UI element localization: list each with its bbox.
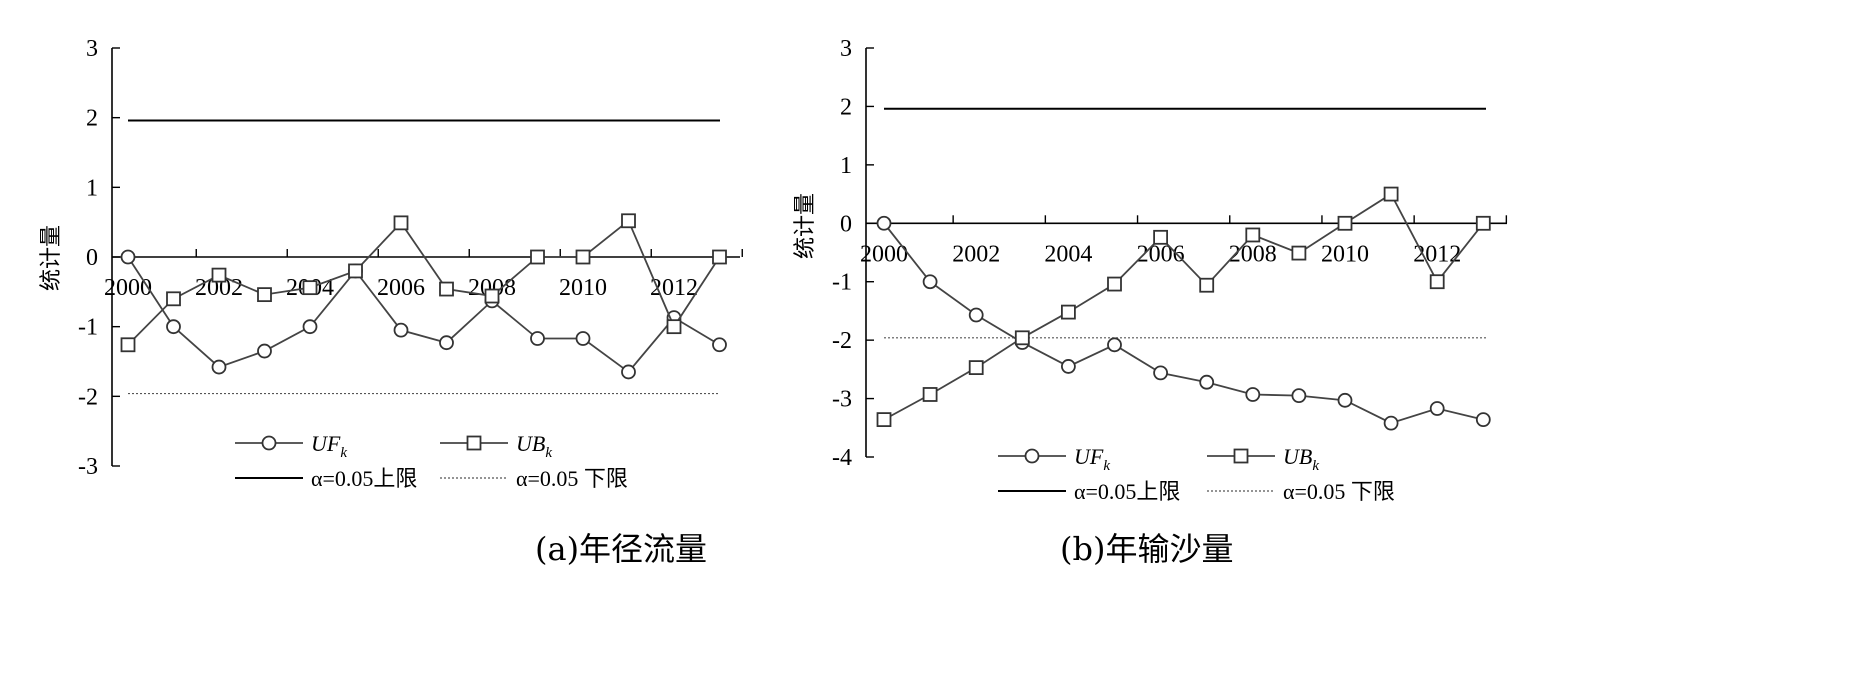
point-UB: [712, 249, 727, 265]
chart-caption: (a)年径流量: [535, 530, 707, 568]
point-UB: [257, 287, 272, 303]
point-UF: [1107, 337, 1122, 353]
y-tick-label: 2: [86, 106, 98, 132]
legend-label-UB: UBk: [516, 431, 552, 461]
point-UB: [302, 280, 318, 296]
point-UB: [393, 215, 409, 231]
x-tick-label: 2010: [559, 275, 607, 301]
point-UB: [1291, 245, 1307, 261]
point-UB: [530, 249, 545, 265]
series-line-UB: [127, 219, 721, 346]
point-UF: [1475, 412, 1491, 428]
x-tick-label: 2000: [860, 241, 908, 267]
legend-label-UB: UBk: [1283, 444, 1319, 474]
point-UB: [876, 412, 892, 428]
point-UF: [1245, 387, 1261, 402]
point-UF: [1153, 365, 1168, 381]
x-tick-label: 2010: [1321, 241, 1369, 267]
point-UB: [439, 281, 454, 297]
point-UB: [621, 213, 636, 229]
x-tick-label: 2012: [1413, 241, 1461, 267]
series-line-UF: [883, 222, 1484, 425]
point-UB: [666, 319, 682, 335]
point-UF: [120, 249, 136, 265]
legend-label-UF: UFk: [1074, 444, 1110, 474]
legend-upper-label: α=0.05上限: [1074, 479, 1180, 504]
y-tick-label: 3: [840, 36, 852, 62]
point-UF: [1199, 374, 1215, 390]
y-tick-label: 0: [86, 245, 98, 271]
point-UF: [621, 364, 636, 380]
y-axis-label: 统计量: [793, 193, 818, 259]
chart-caption: (b)年输沙量: [1060, 530, 1233, 568]
point-UB: [1199, 277, 1215, 293]
x-tick-label: 2006: [377, 275, 425, 301]
legend-marker-UF: [1024, 448, 1040, 464]
point-UB: [922, 387, 938, 402]
point-UF: [302, 319, 318, 335]
point-UF: [1291, 388, 1307, 404]
point-UF: [166, 319, 181, 335]
y-tick-label: -1: [78, 315, 98, 341]
point-UB: [1245, 227, 1261, 243]
legend-label-UF: UFk: [311, 431, 347, 461]
point-UB: [211, 267, 227, 283]
point-UB: [968, 360, 984, 376]
chart-a: 3210-1-2-32000200220042006200820102012统计…: [39, 36, 743, 568]
x-tick-label: 2000: [104, 275, 152, 301]
y-tick-label: 3: [86, 36, 98, 62]
legend-marker-UB: [466, 435, 482, 451]
point-UB: [1337, 215, 1353, 231]
legend-marker-UF: [261, 435, 277, 451]
point-UF: [922, 274, 938, 290]
point-UB: [1107, 276, 1122, 292]
series-line-UB: [883, 192, 1485, 421]
y-tick-label: 1: [840, 153, 852, 179]
point-UB: [1475, 215, 1491, 231]
y-axis-label: 统计量: [39, 225, 64, 291]
point-UF: [1061, 359, 1076, 374]
x-tick-label: 2004: [1044, 241, 1092, 267]
legend-upper-label: α=0.05上限: [311, 466, 417, 491]
y-tick-label: -2: [78, 384, 98, 410]
point-UF: [1383, 415, 1399, 431]
point-UB: [484, 288, 500, 304]
point-UF: [968, 307, 984, 323]
legend-lower-label: α=0.05 下限: [1283, 479, 1395, 504]
point-UB: [1153, 229, 1168, 245]
legend-lower-label: α=0.05 下限: [516, 466, 628, 491]
point-UB: [575, 249, 591, 265]
point-UB: [120, 337, 136, 353]
y-tick-label: 2: [840, 94, 852, 120]
point-UF: [257, 343, 272, 359]
x-tick-label: 2002: [952, 241, 1000, 267]
point-UF: [211, 359, 227, 375]
x-tick-label: 2008: [1229, 241, 1277, 267]
y-tick-label: -4: [832, 445, 852, 471]
y-tick-label: -2: [832, 328, 852, 354]
point-UB: [1383, 186, 1399, 202]
point-UF: [439, 335, 454, 351]
y-tick-label: -1: [832, 270, 852, 296]
series-line-UF: [127, 256, 720, 374]
y-tick-label: -3: [832, 387, 852, 413]
point-UB: [166, 291, 181, 307]
point-UF: [712, 337, 727, 353]
y-tick-label: 1: [86, 175, 98, 201]
point-UB: [1429, 274, 1445, 290]
point-UB: [1061, 304, 1076, 320]
point-UB: [1014, 330, 1030, 346]
point-UF: [1429, 401, 1445, 416]
point-UB: [348, 263, 363, 279]
point-UF: [876, 215, 892, 231]
legend-marker-UB: [1233, 448, 1249, 464]
point-UF: [1337, 392, 1353, 408]
point-UF: [530, 331, 545, 346]
point-UF: [393, 322, 409, 338]
y-tick-label: 0: [840, 211, 852, 237]
point-UF: [575, 331, 591, 346]
y-tick-label: -3: [78, 454, 98, 480]
